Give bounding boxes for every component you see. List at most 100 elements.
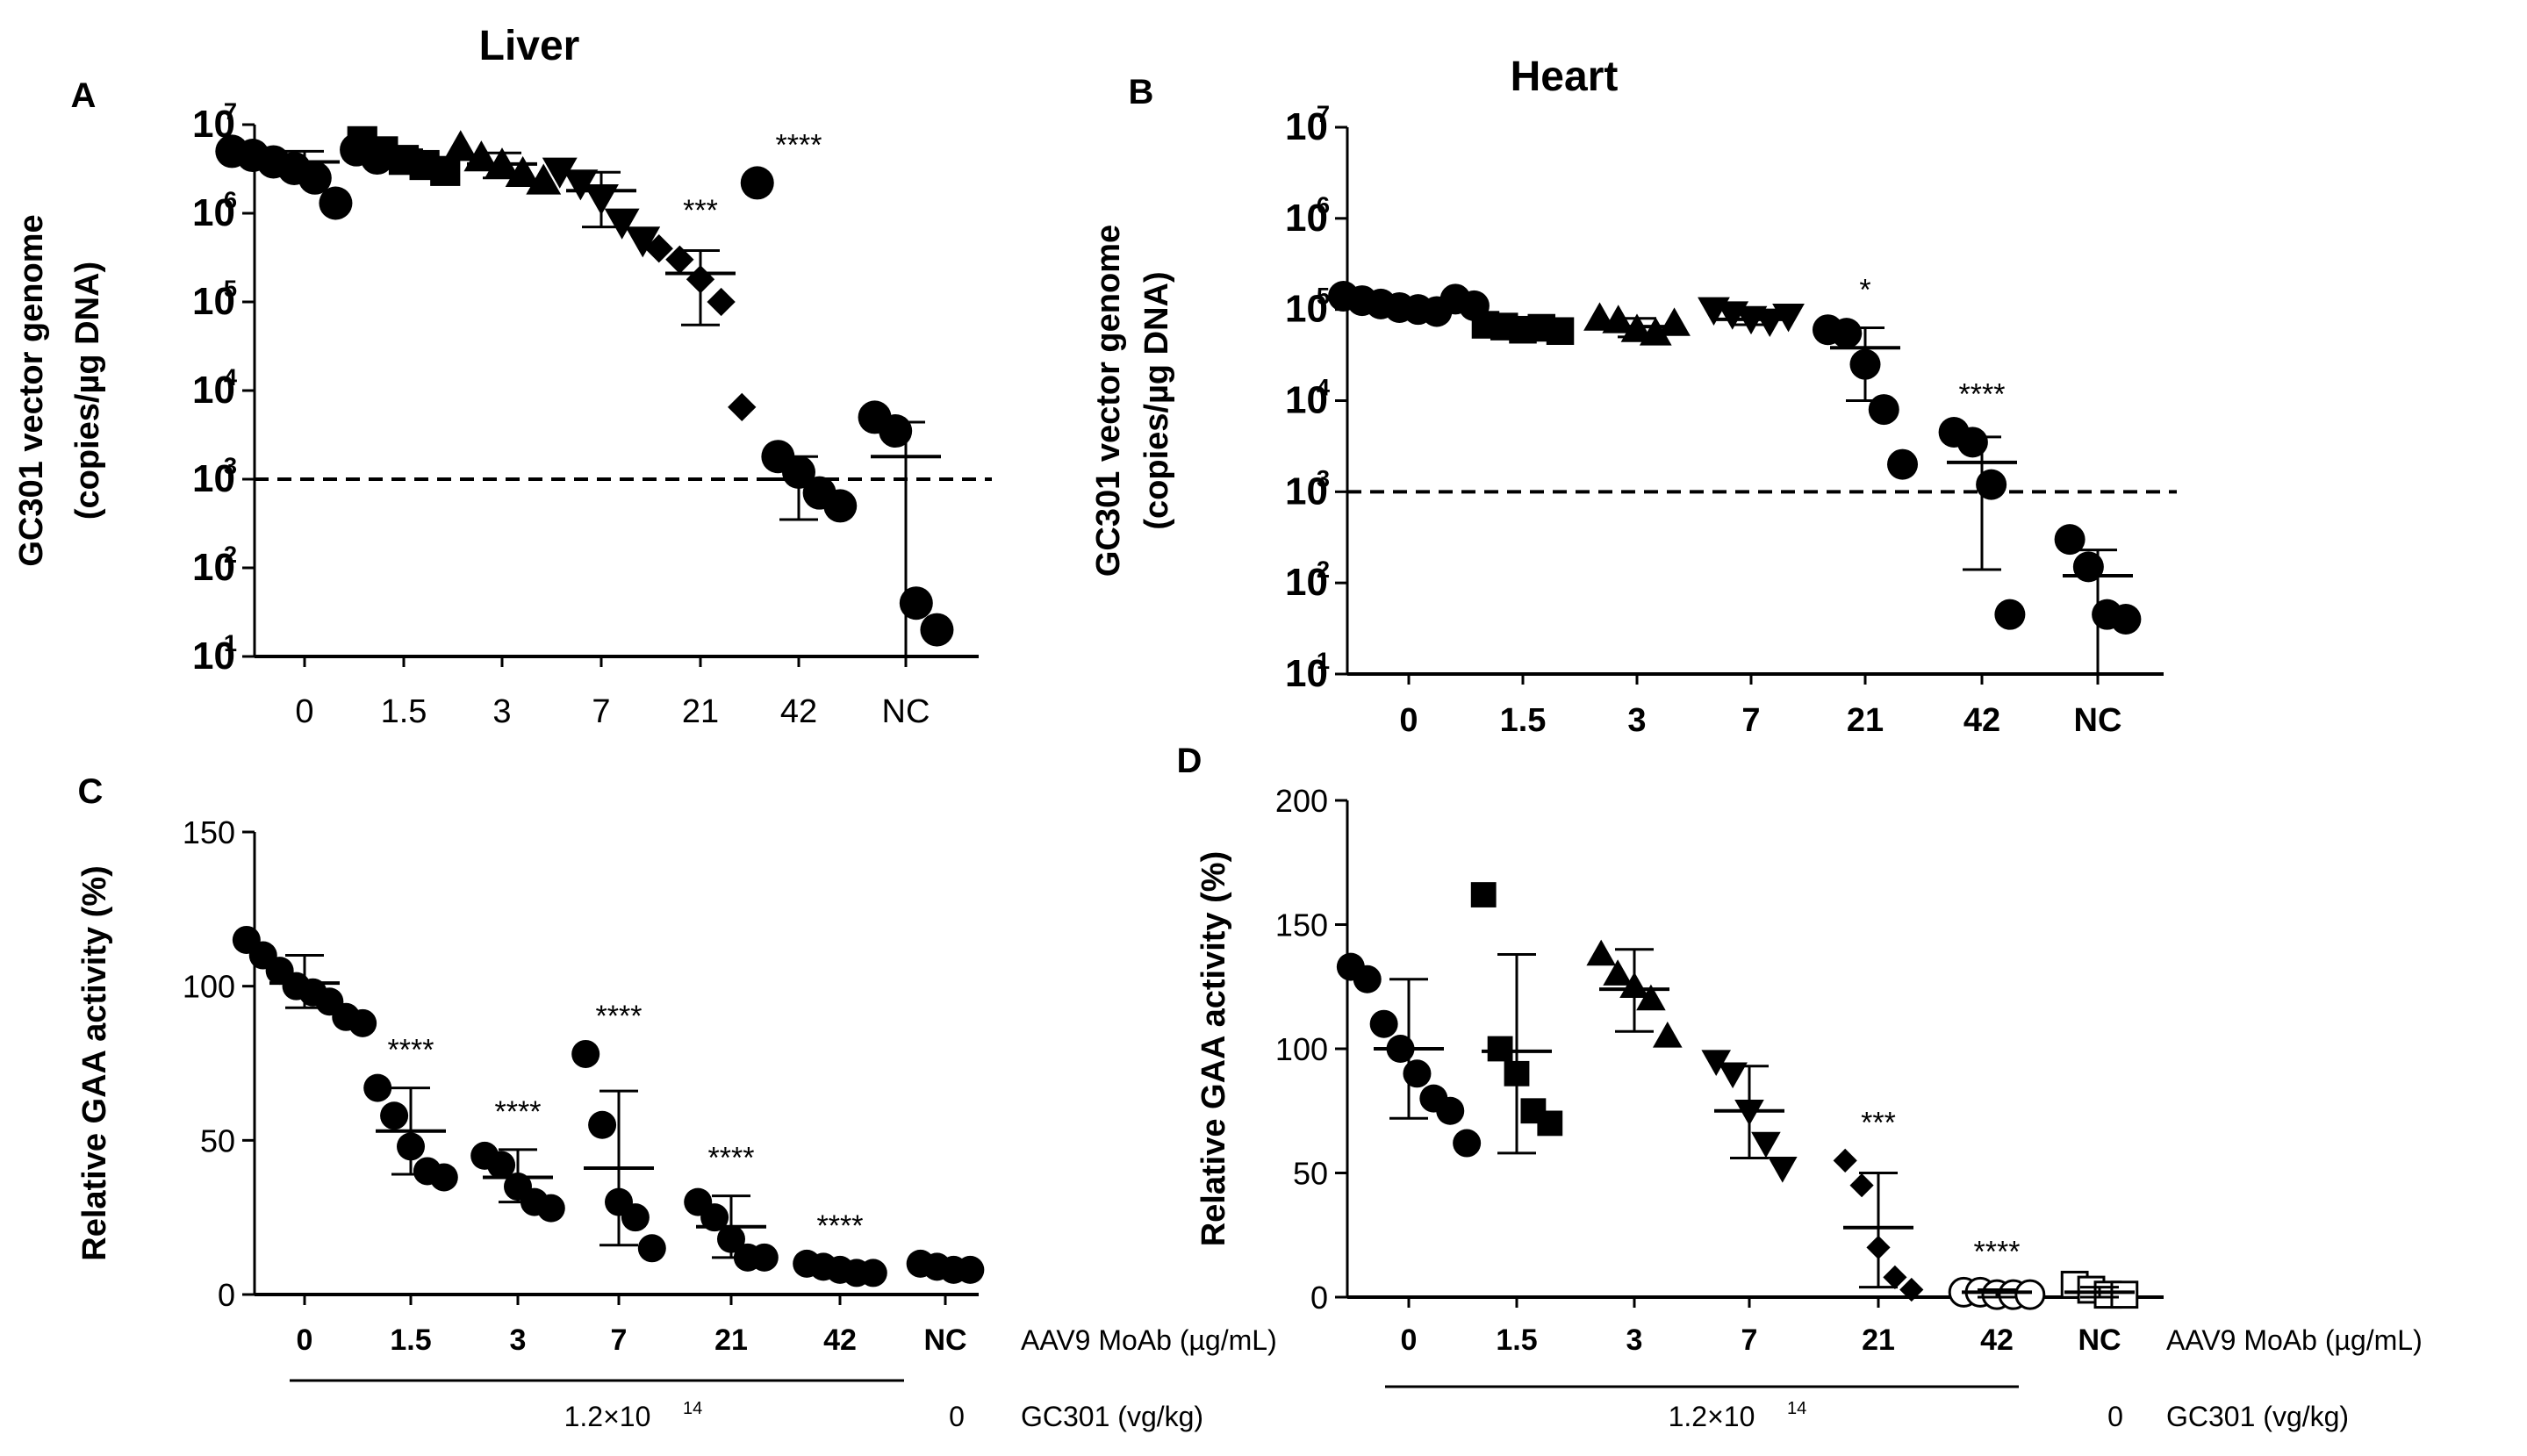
significance-stars: ****: [495, 1095, 542, 1129]
x-tick-label: 42: [1963, 702, 2000, 739]
data-point: [1436, 1096, 1465, 1125]
significance-stars: ****: [1974, 1236, 2021, 1269]
y-tick-exponent: 3: [1317, 464, 1330, 491]
x-tick-label: 1.5: [390, 1323, 431, 1357]
panel-letter: A: [71, 76, 97, 115]
data-point: [644, 234, 673, 263]
y-axis-label-line2: (copies/µg DNA): [69, 262, 106, 520]
data-point: [2072, 551, 2104, 583]
dose-treated-label: 1.2×10: [1669, 1401, 1755, 1432]
x-tick-label: 7: [1741, 702, 1760, 739]
significance-stars: *: [1859, 274, 1870, 307]
data-point: [1546, 317, 1575, 345]
data-point: [380, 1101, 409, 1130]
x-tick-label: 1.5: [1500, 702, 1547, 739]
panel-letter: B: [1129, 73, 1154, 111]
panel-letter: C: [78, 772, 104, 811]
x-tick-label: 21: [1847, 702, 1884, 739]
panel-letter: D: [1177, 742, 1202, 780]
data-point: [571, 1039, 600, 1068]
y-tick-label: 10: [192, 457, 235, 500]
data-point: [2054, 524, 2085, 556]
data-point: [2110, 1280, 2139, 1309]
data-point: [1636, 984, 1666, 1011]
data-point: [1658, 307, 1691, 336]
data-point: [526, 163, 562, 195]
data-point: [637, 1234, 666, 1263]
y-tick-label: 10: [1285, 652, 1328, 695]
dose-treated-exponent: 14: [683, 1399, 702, 1418]
y-tick-label: 10: [1285, 470, 1328, 513]
y-tick-exponent: 6: [1317, 191, 1330, 219]
data-point: [604, 208, 640, 240]
x-tick-label: 21: [714, 1323, 748, 1357]
y-tick-label: 10: [1285, 379, 1328, 422]
y-tick-exponent: 5: [224, 275, 237, 302]
x-tick-label: 3: [1627, 702, 1646, 739]
y-tick-exponent: 2: [224, 541, 237, 568]
data-point: [823, 489, 858, 523]
data-point: [1956, 427, 1988, 458]
side-label-dose: GC301 (vg/kg): [2166, 1401, 2349, 1432]
panel-title: Heart: [1511, 54, 1619, 100]
significance-stars: ****: [776, 128, 822, 161]
data-point: [298, 161, 332, 195]
data-point: [2014, 1279, 2046, 1310]
data-point: [1470, 882, 1497, 907]
x-tick-label: 1.5: [1496, 1323, 1537, 1357]
significance-stars: ***: [1861, 1106, 1896, 1139]
data-point: [1994, 599, 2026, 630]
y-tick-label: 150: [1275, 907, 1328, 943]
side-label-moab: AAV9 MoAb (µg/mL): [2166, 1324, 2423, 1356]
data-point: [1772, 303, 1805, 333]
data-point: [487, 1151, 516, 1180]
data-point: [1537, 1110, 1563, 1137]
panel-title: Liver: [479, 23, 580, 69]
y-tick-exponent: 3: [224, 452, 237, 479]
y-tick-exponent: 4: [224, 363, 238, 391]
data-point: [1976, 469, 2007, 500]
data-point: [588, 1110, 617, 1139]
y-tick-label: 100: [183, 969, 235, 1005]
data-point: [740, 166, 774, 200]
x-tick-label: 0: [295, 693, 313, 730]
data-point: [1353, 965, 1382, 993]
x-tick-label: 7: [611, 1323, 628, 1357]
data-point: [348, 1008, 377, 1037]
data-point: [899, 586, 933, 620]
data-point: [1586, 939, 1616, 966]
data-point: [621, 1203, 650, 1232]
y-axis-label-line1: GC301 vector genome: [1090, 225, 1127, 577]
data-point: [625, 226, 661, 258]
data-point: [1831, 318, 1863, 349]
dose-treated-label: 1.2×10: [564, 1401, 651, 1432]
data-point: [542, 157, 578, 189]
y-tick-label: 10: [1285, 561, 1328, 604]
side-label-dose: GC301 (vg/kg): [1021, 1401, 1203, 1432]
y-tick-exponent: 1: [224, 629, 237, 656]
y-axis-label-line1: GC301 vector genome: [13, 214, 50, 566]
data-point: [1639, 317, 1672, 346]
significance-stars: ****: [817, 1209, 864, 1243]
data-point: [1453, 1129, 1482, 1158]
data-point: [1868, 394, 1899, 426]
data-point: [442, 130, 478, 161]
y-tick-label: 10: [1285, 288, 1328, 331]
data-point: [920, 613, 954, 647]
data-point: [750, 1243, 779, 1272]
x-tick-label: 0: [1399, 702, 1418, 739]
data-point: [1849, 1173, 1874, 1198]
x-tick-label: 3: [492, 693, 511, 730]
data-point: [363, 1073, 392, 1102]
y-tick-label: 10: [192, 635, 235, 678]
x-tick-label: 0: [297, 1323, 313, 1357]
y-tick-label: 0: [1310, 1280, 1328, 1316]
y-tick-label: 150: [183, 814, 235, 850]
x-tick-label: NC: [882, 693, 930, 730]
dose-treated-exponent: 14: [1787, 1399, 1806, 1418]
side-label-moab: AAV9 MoAb (µg/mL): [1021, 1324, 1277, 1356]
data-point: [2110, 603, 2142, 635]
